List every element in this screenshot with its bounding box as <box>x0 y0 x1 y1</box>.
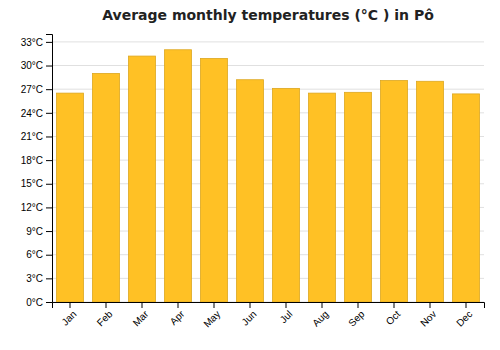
x-tick: Sep <box>346 302 367 329</box>
x-tick-label: Sep <box>346 308 367 329</box>
y-tick: 12°C <box>21 202 52 213</box>
x-tick-mark <box>466 302 467 308</box>
x-tick-mark <box>70 302 71 308</box>
x-tick-mark <box>394 302 395 308</box>
bar <box>237 80 264 302</box>
bar <box>93 73 120 302</box>
x-tick-mark <box>106 302 107 308</box>
y-tick-mark <box>46 89 52 90</box>
grid-line <box>52 41 484 42</box>
x-tick-mark <box>250 302 251 308</box>
x-tick: Aug <box>310 302 330 329</box>
y-tick-mark <box>46 160 52 161</box>
bar <box>345 92 372 302</box>
x-tick: Jan <box>59 302 78 328</box>
plot: 0°C 3°C 6°C 9°C 12°C 15°C 18°C 21°C 24°C 27°C 30°C… <box>21 35 485 330</box>
y-tick-label: 6°C <box>26 249 43 260</box>
y-tick: 27°C <box>21 84 52 95</box>
y-tick-label: 3°C <box>26 273 43 284</box>
y-tick-mark <box>46 231 52 232</box>
x-tick: Nov <box>418 302 438 329</box>
x-axis: Jan Feb Mar Apr May Jun Jul Aug Sep Oct Nov Dec <box>53 302 485 330</box>
y-tick-mark <box>46 136 52 137</box>
x-tick-mark <box>286 302 287 308</box>
grid <box>52 42 484 302</box>
x-tick-mark <box>214 302 215 308</box>
x-tick-label: Jun <box>239 308 258 327</box>
bars <box>57 50 480 302</box>
y-tick-label: 18°C <box>21 155 43 166</box>
y-tick-label: 0°C <box>26 297 43 308</box>
y-tick: 33°C <box>21 37 52 48</box>
y-tick-label: 12°C <box>21 202 43 213</box>
x-tick-mark <box>430 302 431 308</box>
bar <box>417 81 444 302</box>
y-tick-mark <box>46 184 52 185</box>
y-tick-mark <box>46 278 52 279</box>
x-tick-label: Jul <box>278 308 295 325</box>
y-tick-mark <box>46 207 52 208</box>
x-tick: Mar <box>131 302 151 328</box>
chart: 0°C 3°C 6°C 9°C 12°C 15°C 18°C 21°C 24°C 27°C 30°C… <box>0 0 500 350</box>
bar <box>273 88 300 302</box>
x-tick-label: Aug <box>310 308 330 328</box>
x-tick-label: Jan <box>59 308 78 327</box>
y-tick: 24°C <box>21 108 52 119</box>
x-tick: Jul <box>278 302 295 325</box>
y-axis-line <box>46 35 53 303</box>
x-tick: Dec <box>454 302 474 329</box>
bar <box>165 50 192 302</box>
x-tick-mark <box>142 302 143 308</box>
bar <box>309 93 336 302</box>
y-tick-mark <box>46 42 52 43</box>
x-tick-label: Oct <box>384 308 403 327</box>
y-tick-mark <box>46 302 52 303</box>
bar <box>381 81 408 302</box>
x-tick-mark <box>322 302 323 308</box>
bar <box>129 56 156 302</box>
title: Average monthly temperatures (°C ) in Pô <box>102 7 434 23</box>
x-tick-mark <box>178 302 179 308</box>
x-tick: Jun <box>239 302 258 328</box>
y-tick-label: 33°C <box>21 37 43 48</box>
y-tick-label: 21°C <box>21 131 43 142</box>
x-axis-line <box>53 303 485 309</box>
y-tick-mark <box>46 113 52 114</box>
y-tick: 0°C <box>26 297 52 308</box>
bar <box>453 94 480 302</box>
y-tick: 21°C <box>21 131 52 142</box>
y-tick-label: 15°C <box>21 178 43 189</box>
x-tick-label: Dec <box>454 308 474 328</box>
x-tick: Oct <box>384 302 403 327</box>
y-tick-label: 30°C <box>21 60 43 71</box>
y-tick: 6°C <box>26 249 52 260</box>
x-tick: Feb <box>95 302 115 328</box>
x-tick-mark <box>358 302 359 308</box>
y-tick: 15°C <box>21 178 52 189</box>
x-tick-label: Feb <box>95 308 115 328</box>
x-tick-label: Apr <box>168 308 187 327</box>
x-tick-label: Nov <box>418 308 438 328</box>
y-tick-label: 9°C <box>26 226 43 237</box>
y-tick-mark <box>46 66 52 67</box>
x-tick-label: May <box>201 308 222 329</box>
y-tick: 18°C <box>21 155 52 166</box>
y-tick: 30°C <box>21 60 52 71</box>
y-axis: 0°C 3°C 6°C 9°C 12°C 15°C 18°C 21°C 24°C 27°C 30°C… <box>21 35 53 308</box>
y-tick-label: 24°C <box>21 108 43 119</box>
x-tick: Apr <box>168 302 187 327</box>
grid-line <box>52 65 484 66</box>
y-tick-mark <box>46 255 52 256</box>
x-tick-label: Mar <box>131 308 151 328</box>
x-tick: May <box>201 302 222 330</box>
bar <box>57 93 84 302</box>
y-tick: 9°C <box>26 226 52 237</box>
y-tick: 3°C <box>26 273 52 284</box>
y-tick-label: 27°C <box>21 84 43 95</box>
bar <box>201 58 228 302</box>
